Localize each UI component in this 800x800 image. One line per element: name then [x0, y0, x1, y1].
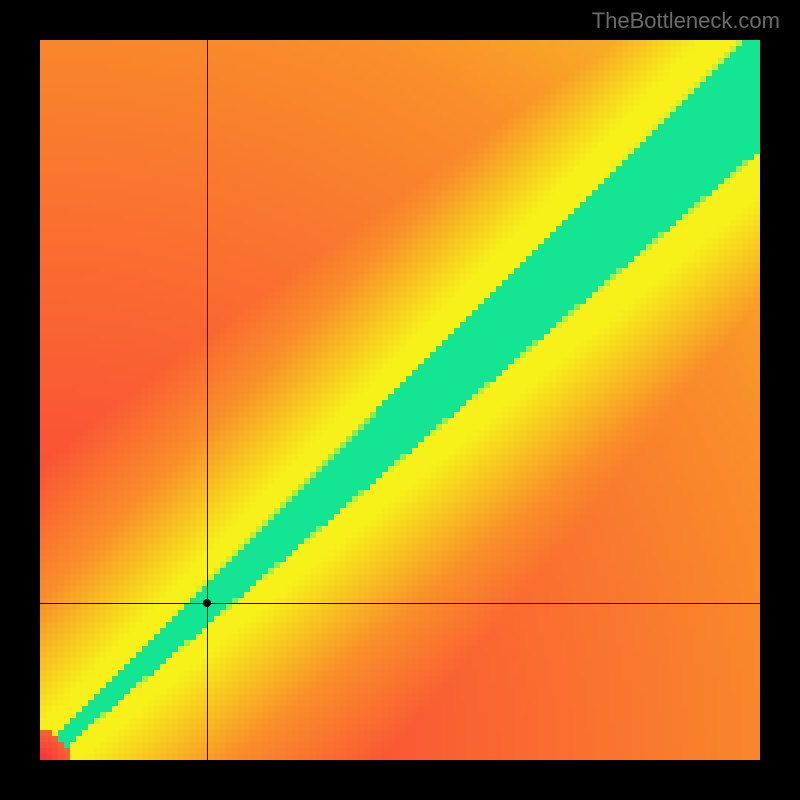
chart-container: TheBottleneck.com: [0, 0, 800, 800]
crosshair-horizontal: [40, 603, 760, 604]
plot-area: [40, 40, 760, 760]
crosshair-vertical: [207, 40, 208, 760]
heatmap-canvas: [40, 40, 760, 760]
attribution-text: TheBottleneck.com: [592, 8, 780, 34]
crosshair-marker: [203, 599, 211, 607]
